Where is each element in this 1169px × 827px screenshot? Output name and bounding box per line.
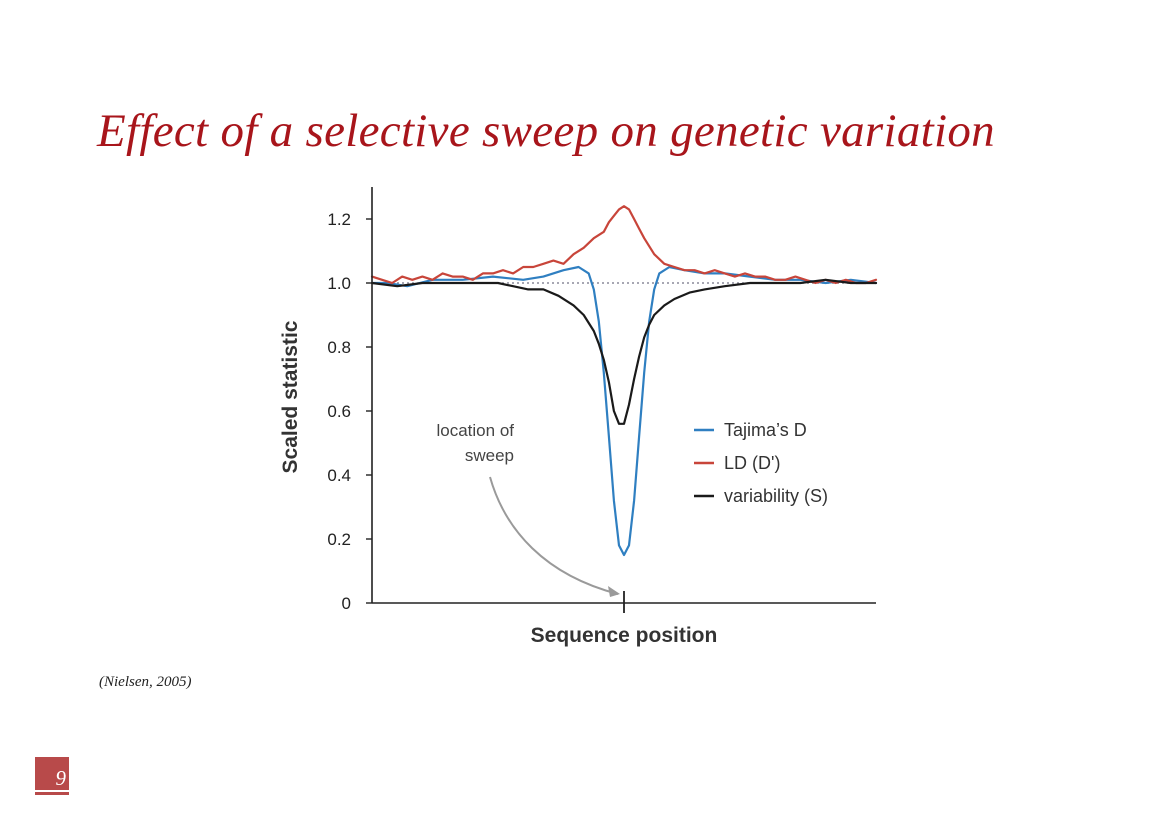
annotation-arrowhead (608, 586, 620, 597)
annotation-layer: location of sweep (437, 421, 620, 597)
annotation-arrow (489, 476, 619, 595)
annotation-text-line: location of (437, 421, 515, 440)
series-layer (370, 205, 878, 557)
slide-title: Effect of a selective sweep on genetic v… (97, 105, 995, 157)
axes-layer: 0 0.2 0.4 0.6 0.8 1.0 1.2 Sequence position Scal… (279, 187, 876, 647)
y-tick-label: 0.4 (327, 466, 351, 485)
page-badge: 9 (35, 757, 69, 795)
legend-item-variability-label: variability (S) (724, 486, 828, 506)
y-tick-label: 1.0 (327, 274, 351, 293)
page-underline (35, 790, 69, 792)
citation: (Nielsen, 2005) (99, 674, 192, 690)
legend-item-ld-label: LD (D') (724, 453, 780, 473)
y-axis-label: Scaled statistic (279, 320, 302, 473)
y-tick-label: 0.2 (327, 530, 351, 549)
x-axis-label: Sequence position (531, 624, 718, 647)
page-number: 9 (55, 766, 67, 790)
legend-item-tajima-d-label: Tajima’s D (724, 420, 807, 440)
ld-line (370, 205, 878, 285)
tajima-d-line (370, 265, 878, 557)
y-tick-label: 1.2 (327, 210, 351, 229)
annotation-text-line: sweep (465, 446, 514, 465)
y-tick-label: 0.6 (327, 402, 351, 421)
legend: Tajima’s D LD (D') variability (S) (694, 420, 828, 506)
y-tick-label: 0.8 (327, 338, 351, 357)
variability-line (370, 278, 878, 425)
y-tick-label: 0 (342, 594, 351, 613)
